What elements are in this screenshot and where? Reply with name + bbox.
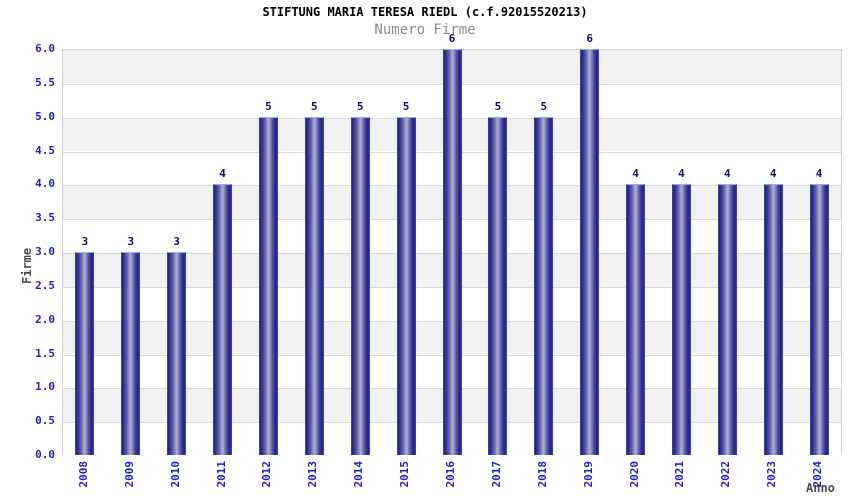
y-tick-label: 3.0 xyxy=(35,245,55,258)
bar-2013 xyxy=(304,116,324,455)
bar-value-label: 4 xyxy=(632,167,639,181)
y-tick-label: 5.5 xyxy=(35,75,55,89)
y-tick-label: 0.5 xyxy=(35,414,55,428)
y-tick-label: 2.0 xyxy=(35,312,55,326)
x-tick-label: 2021 xyxy=(673,461,687,488)
bar-value-label: 3 xyxy=(127,235,135,248)
bar-2018 xyxy=(534,116,554,455)
x-tick-label: 2023 xyxy=(765,461,779,488)
y-tick-label: 4.0 xyxy=(35,177,55,191)
bar-2011 xyxy=(213,184,233,455)
y-tick-label: 1.5 xyxy=(35,346,55,360)
y-tick-label: 5.0 xyxy=(35,109,55,123)
bar-value-label: 4 xyxy=(815,167,823,181)
bar-value-label: 3 xyxy=(81,235,89,248)
bar-value-label: 6 xyxy=(448,32,456,45)
x-tick-label: 2011 xyxy=(214,461,228,488)
bar-2019 xyxy=(580,49,600,455)
x-tick-label: 2019 xyxy=(581,461,595,488)
bar-value-label: 6 xyxy=(586,32,593,45)
y-tick-label: 4.5 xyxy=(35,143,55,157)
x-tick-label: 2010 xyxy=(168,461,182,488)
bar-value-label: 5 xyxy=(540,99,548,113)
y-tick-label: 1.0 xyxy=(35,380,55,394)
chart-title: STIFTUNG MARIA TERESA RIEDL (c.f.9201552… xyxy=(262,5,588,19)
x-tick-label: 2009 xyxy=(122,461,136,488)
bar-2023 xyxy=(763,184,783,455)
x-axis-title: Anno xyxy=(806,481,835,495)
bar-value-label: 5 xyxy=(311,99,318,113)
bar-2024 xyxy=(809,184,829,455)
bar-value-label: 5 xyxy=(356,99,364,113)
bar-value-label: 5 xyxy=(265,99,272,113)
x-tick-label: 2008 xyxy=(76,461,90,488)
bar-value-label: 4 xyxy=(219,167,226,181)
bar-2017 xyxy=(488,116,508,455)
bar-value-label: 4 xyxy=(678,167,685,181)
y-tick-label: 3.5 xyxy=(35,211,55,225)
bar-2020 xyxy=(626,184,646,455)
bar-2012 xyxy=(258,116,278,455)
bar-2014 xyxy=(350,116,370,455)
y-tick-label: 6.0 xyxy=(35,42,55,55)
bar-2008 xyxy=(75,252,95,455)
x-tick-label: 2018 xyxy=(535,461,549,488)
bar-value-label: 4 xyxy=(723,167,731,181)
x-tick-label: 2012 xyxy=(260,461,274,488)
x-tick-label: 2020 xyxy=(627,461,641,488)
bar-value-label: 4 xyxy=(769,167,777,181)
bar-value-label: 3 xyxy=(173,235,181,248)
bar-2015 xyxy=(396,116,416,455)
bar-2010 xyxy=(167,252,187,455)
x-tick-label: 2013 xyxy=(306,461,320,488)
chart-subtitle: Numero Firme xyxy=(374,22,476,38)
x-tick-label: 2022 xyxy=(719,461,733,488)
bar-2009 xyxy=(121,252,141,455)
bar-2021 xyxy=(671,184,691,455)
bar-value-label: 5 xyxy=(494,99,502,113)
x-tick-label: 2015 xyxy=(398,461,412,488)
y-axis-title: Firme xyxy=(20,247,34,284)
bar-2016 xyxy=(442,49,462,455)
y-tick-label: 0.0 xyxy=(35,448,55,461)
y-tick-label: 2.5 xyxy=(35,278,55,292)
bar-value-label: 5 xyxy=(402,99,410,113)
x-tick-label: 2016 xyxy=(444,461,457,488)
bar-2022 xyxy=(717,184,737,455)
x-tick-label: 2017 xyxy=(489,461,503,488)
x-tick-label: 2014 xyxy=(352,461,366,488)
